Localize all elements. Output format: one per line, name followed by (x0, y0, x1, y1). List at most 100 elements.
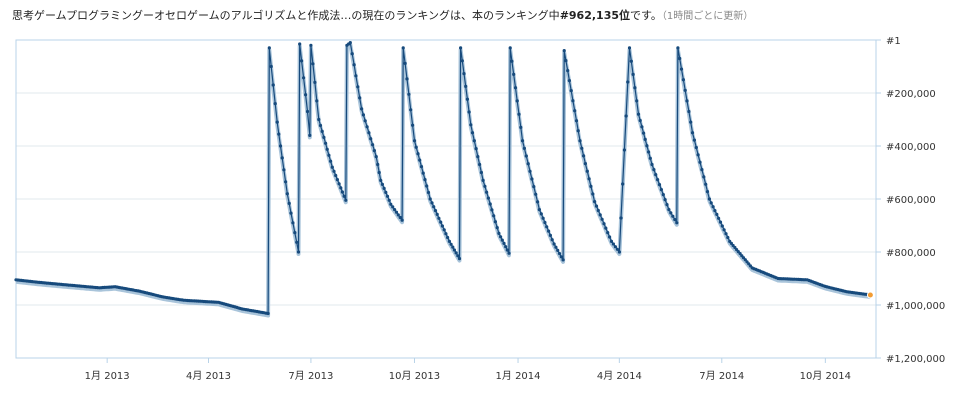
data-point-145 (277, 132, 281, 136)
data-point-356 (648, 156, 652, 160)
data-point-156 (296, 250, 301, 254)
data-point-208 (387, 198, 391, 202)
current-rank-marker (866, 291, 874, 299)
data-point-329 (600, 217, 604, 221)
y-axis: #1 #200,000 #400,000 #600,000 #800,000 #1,000… (876, 36, 945, 365)
data-point-200 (374, 155, 378, 159)
data-point-278 (508, 46, 512, 50)
data-point-313 (571, 99, 575, 103)
data-point-330 (602, 222, 606, 226)
data-point-274 (502, 241, 506, 245)
data-point-203 (379, 178, 383, 182)
data-point-222 (412, 139, 417, 143)
data-point-190 (356, 85, 360, 89)
data-point-372 (678, 56, 682, 61)
data-point-148 (282, 168, 286, 172)
y-tick-label-5: #1,000,000 (886, 301, 945, 312)
data-point-215 (400, 218, 404, 222)
data-point-302 (552, 242, 556, 246)
data-point-225 (418, 158, 422, 162)
data-point-381 (694, 145, 698, 150)
x-tick-label-5: 4月 2014 (597, 370, 642, 382)
data-point-390 (711, 205, 715, 209)
data-point-206 (384, 190, 388, 194)
data-point-162 (308, 133, 312, 137)
grid (16, 39, 876, 359)
data-point-308 (562, 49, 566, 53)
x-tick-label-7: 10月 2014 (800, 370, 851, 382)
data-point-369 (673, 217, 677, 222)
x-tick-label-4: 1月 2014 (496, 370, 541, 382)
data-point-311 (567, 79, 572, 83)
data-point-324 (591, 192, 595, 196)
data-point-143 (273, 102, 277, 106)
y-tick-label-3: #600,000 (886, 195, 936, 206)
data-point-301 (550, 238, 554, 242)
data-point-245 (452, 248, 456, 252)
data-point-286 (522, 146, 527, 150)
data-point-227 (421, 171, 425, 175)
data-point-397 (724, 232, 728, 236)
data-point-307 (561, 258, 565, 262)
data-point-260 (478, 162, 482, 167)
data-point-210 (391, 205, 395, 209)
data-point-218 (405, 77, 409, 81)
data-point-155 (295, 240, 299, 244)
data-point-378 (689, 120, 693, 124)
data-point-266 (488, 202, 492, 206)
data-point-309 (564, 59, 568, 63)
data-point-305 (557, 252, 562, 256)
data-point-141 (269, 64, 273, 69)
data-point-293 (536, 200, 540, 204)
data-point-315 (574, 119, 579, 123)
data-point-300 (548, 233, 553, 237)
data-point-187 (350, 52, 354, 56)
data-point-365 (665, 203, 669, 207)
data-point-321 (585, 169, 589, 173)
data-point-157 (298, 42, 302, 46)
data-point-318 (580, 146, 584, 150)
data-point-303 (554, 245, 558, 249)
data-point-347 (633, 86, 637, 90)
data-point-392 (715, 212, 719, 216)
data-point-334 (609, 239, 614, 243)
data-point-169 (320, 129, 324, 133)
data-point-367 (669, 211, 673, 215)
data-point-265 (486, 196, 490, 200)
data-point-269 (493, 220, 497, 224)
data-point-158 (300, 59, 304, 63)
data-point-172 (325, 147, 329, 151)
data-point-220 (409, 108, 413, 112)
data-point-262 (481, 178, 485, 182)
data-point-357 (650, 162, 654, 167)
data-point-192 (360, 107, 364, 111)
data-point-331 (604, 226, 608, 230)
data-point-344 (627, 46, 632, 50)
data-point-272 (499, 235, 503, 239)
data-point-186 (348, 41, 352, 45)
data-point-294 (537, 208, 542, 212)
data-point-375 (683, 88, 687, 92)
data-point-368 (671, 214, 675, 218)
x-tick-label-6: 7月 2014 (699, 370, 744, 382)
data-point-170 (322, 135, 326, 139)
y-tick-label-4: #800,000 (886, 248, 936, 259)
data-point-364 (663, 198, 667, 202)
data-point-178 (335, 178, 339, 182)
data-point-366 (667, 208, 671, 212)
data-point-147 (280, 156, 284, 160)
series-markers (14, 41, 873, 316)
data-point-271 (497, 231, 501, 235)
data-point-152 (289, 211, 293, 215)
data-point-196 (367, 131, 371, 135)
data-point-358 (652, 168, 656, 172)
x-axis: 1月 2013 4月 2013 7月 2013 10月 2013 1月 2014 4月 2… (85, 358, 851, 382)
data-point-198 (371, 143, 375, 147)
data-point-360 (656, 178, 660, 182)
data-point-373 (679, 67, 684, 71)
data-point-180 (339, 186, 343, 190)
data-point-322 (587, 177, 591, 181)
data-point-241 (446, 235, 450, 240)
data-point-188 (352, 63, 356, 67)
data-point-398 (726, 235, 730, 240)
